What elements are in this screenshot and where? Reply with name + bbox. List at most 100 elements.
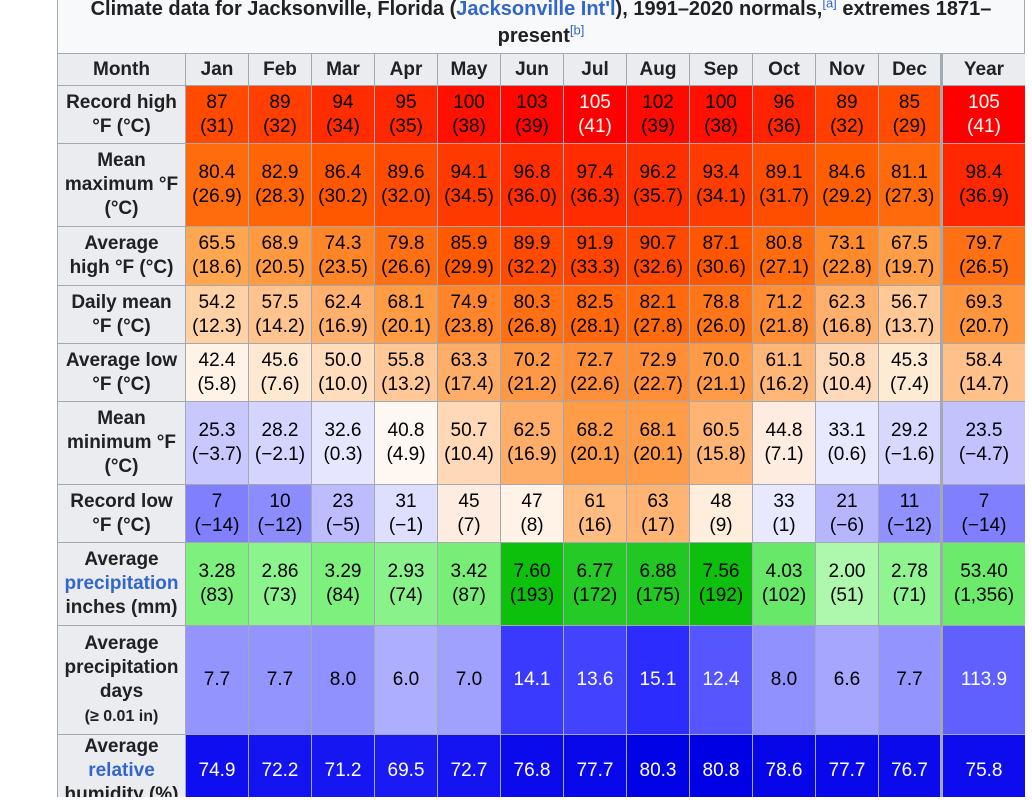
bottom-edge — [0, 797, 1032, 800]
cell-record-low-mar: 23 (−5) — [311, 484, 375, 543]
average-precipitation-label-link[interactable]: precipitation — [64, 573, 179, 594]
row-precipitation-days: Average precipitation days (≥ 0.01 in) 7.7 7.… — [57, 625, 1026, 735]
cell-daily-mean-apr: 68.1 (20.1) — [374, 285, 438, 344]
cell-average-low-aug: 72.9 (22.7) — [626, 343, 690, 402]
cell-record-high-apr: 95 (35) — [374, 85, 438, 144]
cell-record-low-year: 7 (−14) — [940, 484, 1026, 543]
row-label-precipitation-days: Average precipitation days (≥ 0.01 in) — [57, 625, 186, 735]
year-header: Year — [940, 53, 1026, 86]
cell-mean-maximum-jul: 97.4 (36.3) — [563, 143, 627, 227]
cell-average-high-year: 79.7 (26.5) — [940, 226, 1026, 286]
cell-average-precipitation-jul: 6.77 (172) — [563, 542, 627, 626]
footnote-b-link[interactable]: [b] — [569, 22, 585, 38]
cell-mean-maximum-year: 98.4 (36.9) — [940, 143, 1026, 227]
record-low-label-line: Record low — [70, 490, 173, 512]
cell-average-high-apr: 79.8 (26.6) — [374, 226, 438, 286]
cell-record-high-may: 100 (38) — [437, 85, 501, 144]
record-high-label-line: °F (°C) — [92, 115, 151, 137]
cell-relative-humidity-sep: 80.8 — [689, 734, 753, 800]
month-header-may: May — [437, 53, 501, 86]
month-header-feb: Feb — [248, 53, 312, 86]
mean-maximum-label-line: (°C) — [104, 198, 139, 219]
cell-daily-mean-feb: 57.5 (14.2) — [248, 285, 312, 344]
cell-mean-maximum-apr: 89.6 (32.0) — [374, 143, 438, 227]
month-header-sep: Sep — [689, 53, 753, 86]
row-relative-humidity: Average relative humidity (%) 74.9 72.2 71.2 6… — [57, 734, 1026, 800]
cell-daily-mean-jun: 80.3 (26.8) — [500, 285, 564, 344]
cell-average-low-may: 63.3 (17.4) — [437, 343, 501, 402]
cell-daily-mean-may: 74.9 (23.8) — [437, 285, 501, 344]
cell-mean-minimum-aug: 68.1 (20.1) — [626, 401, 690, 485]
cell-mean-minimum-oct: 44.8 (7.1) — [752, 401, 816, 485]
average-precipitation-label-line: inches (mm) — [65, 597, 178, 618]
cell-average-precipitation-jun: 7.60 (193) — [500, 542, 564, 626]
cell-precipitation-days-mar: 8.0 — [311, 625, 375, 735]
cell-record-high-oct: 96 (36) — [752, 85, 816, 144]
cell-precipitation-days-feb: 7.7 — [248, 625, 312, 735]
row-label-record-high: Record high °F (°C) — [57, 85, 186, 144]
cell-relative-humidity-apr: 69.5 — [374, 734, 438, 800]
cell-average-high-mar: 74.3 (23.5) — [311, 226, 375, 286]
footnote-a-link[interactable]: [a] — [822, 0, 837, 11]
airport-link[interactable]: Jacksonville Int'l — [456, 0, 616, 20]
precipitation-days-label-line: days — [99, 680, 144, 702]
cell-relative-humidity-feb: 72.2 — [248, 734, 312, 800]
caption-mid: ), 1991–2020 normals, — [615, 0, 823, 20]
right-margin — [1025, 0, 1032, 800]
cell-average-low-dec: 45.3 (7.4) — [878, 343, 942, 402]
caption-suffix: extremes 1871–present — [497, 0, 992, 47]
cell-mean-minimum-jan: 25.3 (−3.7) — [185, 401, 249, 485]
cell-average-high-feb: 68.9 (20.5) — [248, 226, 312, 286]
row-label-relative-humidity: Average relative humidity (%) — [57, 734, 186, 800]
cell-average-high-jun: 89.9 (32.2) — [500, 226, 564, 286]
cell-record-high-dec: 85 (29) — [878, 85, 942, 144]
month-header-nov: Nov — [815, 53, 879, 86]
cell-daily-mean-dec: 56.7 (13.7) — [878, 285, 942, 344]
row-label-average-low: Average low °F (°C) — [57, 343, 186, 402]
cell-daily-mean-sep: 78.8 (26.0) — [689, 285, 753, 344]
cell-mean-minimum-dec: 29.2 (−1.6) — [878, 401, 942, 485]
cell-record-high-jun: 103 (39) — [500, 85, 564, 144]
cell-precipitation-days-year: 113.9 — [940, 625, 1026, 735]
row-label-mean-maximum: Mean maximum °F (°C) — [57, 143, 186, 227]
row-label-average-high: Average high °F (°C) — [57, 226, 186, 286]
cell-daily-mean-jan: 54.2 (12.3) — [185, 285, 249, 344]
cell-relative-humidity-dec: 76.7 — [878, 734, 942, 800]
cell-mean-maximum-jun: 96.8 (36.0) — [500, 143, 564, 227]
row-label-daily-mean: Daily mean °F (°C) — [57, 285, 186, 344]
cell-mean-maximum-jan: 80.4 (26.9) — [185, 143, 249, 227]
cell-daily-mean-aug: 82.1 (27.8) — [626, 285, 690, 344]
cell-average-high-jan: 65.5 (18.6) — [185, 226, 249, 286]
cell-precipitation-days-oct: 8.0 — [752, 625, 816, 735]
cell-record-low-oct: 33 (1) — [752, 484, 816, 543]
cell-record-low-feb: 10 (−12) — [248, 484, 312, 543]
relative-humidity-label-link[interactable]: relative — [88, 760, 155, 781]
precipitation-days-label-line: precipitation — [64, 656, 179, 678]
cell-record-high-jul: 105 (41) — [563, 85, 627, 144]
cell-mean-maximum-aug: 96.2 (35.7) — [626, 143, 690, 227]
cell-average-low-feb: 45.6 (7.6) — [248, 343, 312, 402]
average-high-label-line: high °F (°C) — [69, 257, 174, 278]
cell-average-low-mar: 50.0 (10.0) — [311, 343, 375, 402]
cell-relative-humidity-nov: 77.7 — [815, 734, 879, 800]
row-label-mean-minimum: Mean minimum °F (°C) — [57, 401, 186, 485]
month-header-aug: Aug — [626, 53, 690, 86]
cell-mean-minimum-jun: 62.5 (16.9) — [500, 401, 564, 485]
cell-record-low-sep: 48 (9) — [689, 484, 753, 543]
cell-record-high-year: 105 (41) — [940, 85, 1026, 144]
cell-record-high-jan: 87 (31) — [185, 85, 249, 144]
cell-precipitation-days-aug: 15.1 — [626, 625, 690, 735]
cell-record-high-feb: 89 (32) — [248, 85, 312, 144]
cell-average-low-sep: 70.0 (21.1) — [689, 343, 753, 402]
cell-record-high-mar: 94 (34) — [311, 85, 375, 144]
header-row: Month Jan Feb Mar Apr May Jun Jul Aug Sep Oct Nov D… — [57, 53, 1026, 86]
row-daily-mean: Daily mean °F (°C) 54.2 (12.3) 57.5 (14.2) 6… — [57, 285, 1026, 344]
cell-precipitation-days-jan: 7.7 — [185, 625, 249, 735]
cell-average-precipitation-mar: 3.29 (84) — [311, 542, 375, 626]
cell-average-high-sep: 87.1 (30.6) — [689, 226, 753, 286]
row-mean-minimum: Mean minimum °F (°C) 25.3 (−3.7) 28.2 (−2.1)… — [57, 401, 1026, 485]
cell-average-low-jul: 72.7 (22.6) — [563, 343, 627, 402]
cell-daily-mean-mar: 62.4 (16.9) — [311, 285, 375, 344]
table-caption: Climate data for Jacksonville, Florida (… — [57, 0, 1025, 54]
